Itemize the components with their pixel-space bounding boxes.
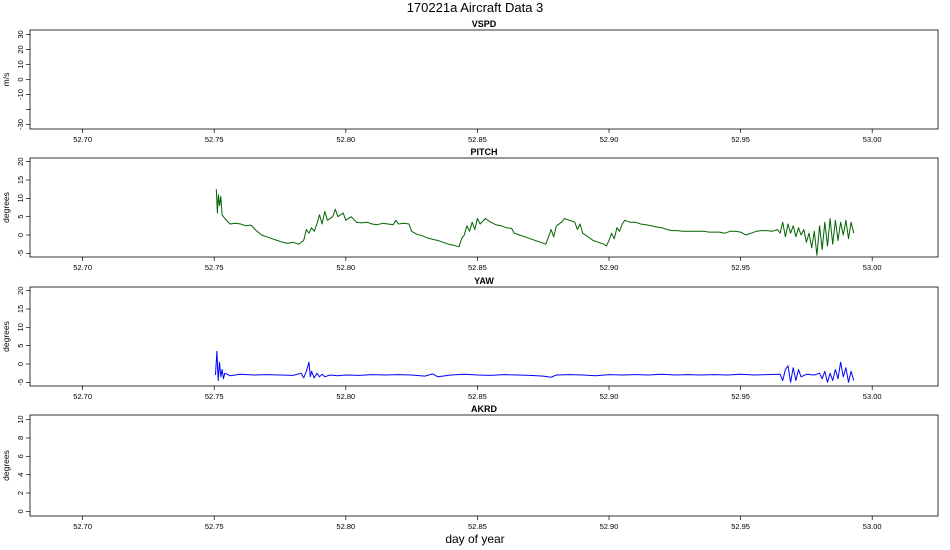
y-tick-label: 0 [16,509,25,513]
x-tick-label: 52.75 [205,135,224,144]
y-tick-label: 10 [16,323,25,331]
y-tick-label: 10 [16,194,25,202]
pitch-panel: PITCH degrees 52.70 52.75 52.80 52.85 52.90 52.… [1,147,939,272]
y-tick-label: 2 [16,491,25,495]
plot-frame [29,29,939,130]
x-tick-label: 52.90 [600,263,619,272]
x-axis-label: day of year [445,532,504,546]
x-tick-label: 52.80 [336,263,355,272]
panel-title: AKRD [471,404,497,414]
y-tick-label: -10 [16,89,25,100]
figure-title: 170221a Aircraft Data 3 [407,0,544,15]
y-tick-label: 5 [16,344,25,348]
x-tick-label: 53.00 [863,522,882,531]
y-tick-label: 10 [16,60,25,68]
y-axis-label: degrees [1,321,11,352]
yaw-series-line [215,350,855,383]
y-tick-label: 0 [16,362,25,366]
panel-title: VSPD [472,19,497,29]
panel-title: YAW [474,276,494,286]
x-tick-label: 53.00 [863,392,882,401]
x-tick-label: 52.90 [600,392,619,401]
x-tick-label: 52.85 [468,135,487,144]
pitch-series-line [215,189,855,256]
y-tick-label: 4 [16,473,25,477]
x-tick-label: 53.00 [863,263,882,272]
x-tick-label: 52.80 [336,392,355,401]
x-tick-label: 52.95 [731,392,750,401]
y-tick-label: 0 [16,77,25,81]
y-tick-label: -5 [16,379,25,386]
x-tick-label: 52.70 [73,263,92,272]
plot-frame [29,286,939,387]
x-tick-label: 52.90 [600,135,619,144]
yaw-panel: YAW degrees 52.70 52.75 52.80 52.85 52.90 52.95… [1,276,939,401]
x-tick-label: 52.70 [73,522,92,531]
x-tick-label: 52.80 [336,135,355,144]
y-tick-label: 8 [16,436,25,440]
x-tick-label: 52.95 [731,263,750,272]
vspd-panel: VSPD m/s 52.70 52.75 52.80 52.85 52.90 52.95 53.… [1,19,939,144]
y-axis-label: degrees [1,192,11,223]
x-tick-label: 53.00 [863,135,882,144]
y-tick-label: 5 [16,215,25,219]
y-tick-label: 20 [16,45,25,53]
plot-frame [29,414,939,517]
akrd-panel: AKRD degrees 52.70 52.75 52.80 52.85 52.90 52.9… [1,404,939,531]
y-tick-label: 20 [16,157,25,165]
y-axis-label: m/s [1,73,11,87]
x-tick-label: 52.75 [205,263,224,272]
x-tick-label: 52.75 [205,392,224,401]
y-tick-label: 15 [16,305,25,313]
y-tick-label: 15 [16,176,25,184]
x-tick-label: 52.85 [468,263,487,272]
y-tick-label: 10 [16,415,25,423]
y-tick-label: 6 [16,454,25,458]
y-axis-label: degrees [1,450,11,481]
y-tick-label: 0 [16,233,25,237]
chart-panels: VSPD m/s 52.70 52.75 52.80 52.85 52.90 52.95 53.… [1,19,939,531]
x-tick-label: 52.70 [73,135,92,144]
x-tick-label: 52.95 [731,522,750,531]
x-tick-label: 52.75 [205,522,224,531]
x-tick-label: 52.85 [468,392,487,401]
y-tick-label: 20 [16,286,25,294]
y-tick-label: -30 [16,119,25,130]
panel-title: PITCH [471,147,498,157]
y-tick-label: -5 [16,250,25,257]
x-tick-label: 52.90 [600,522,619,531]
x-tick-label: 52.85 [468,522,487,531]
y-tick-label: 30 [16,30,25,38]
plot-frame [29,157,939,258]
x-tick-label: 52.95 [731,135,750,144]
x-tick-label: 52.80 [336,522,355,531]
x-tick-label: 52.70 [73,392,92,401]
